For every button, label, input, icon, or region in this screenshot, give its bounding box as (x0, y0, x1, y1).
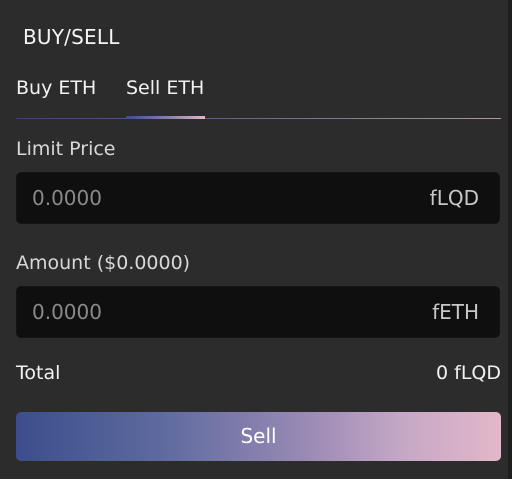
tab-sell-eth[interactable]: Sell ETH (126, 77, 205, 99)
limit-price-label: Limit Price (16, 138, 116, 160)
amount-label: Amount ($0.0000) (16, 252, 191, 274)
tabs-divider (16, 118, 501, 119)
limit-price-unit: fLQD (429, 186, 479, 210)
amount-field: fETH (16, 286, 500, 338)
amount-unit: fETH (432, 300, 479, 324)
order-side-tabs: Buy ETH Sell ETH (16, 74, 501, 120)
total-label: Total (16, 362, 61, 384)
amount-input[interactable] (17, 287, 397, 337)
panel-title: BUY/SELL (23, 25, 120, 49)
total-value: 0 fLQD (436, 362, 501, 384)
limit-price-field: fLQD (16, 172, 500, 224)
limit-price-input[interactable] (17, 173, 397, 223)
active-tab-indicator (126, 116, 205, 119)
total-row: Total 0 fLQD (16, 360, 501, 386)
tab-buy-eth[interactable]: Buy ETH (16, 77, 97, 99)
sell-button[interactable]: Sell (16, 412, 501, 461)
